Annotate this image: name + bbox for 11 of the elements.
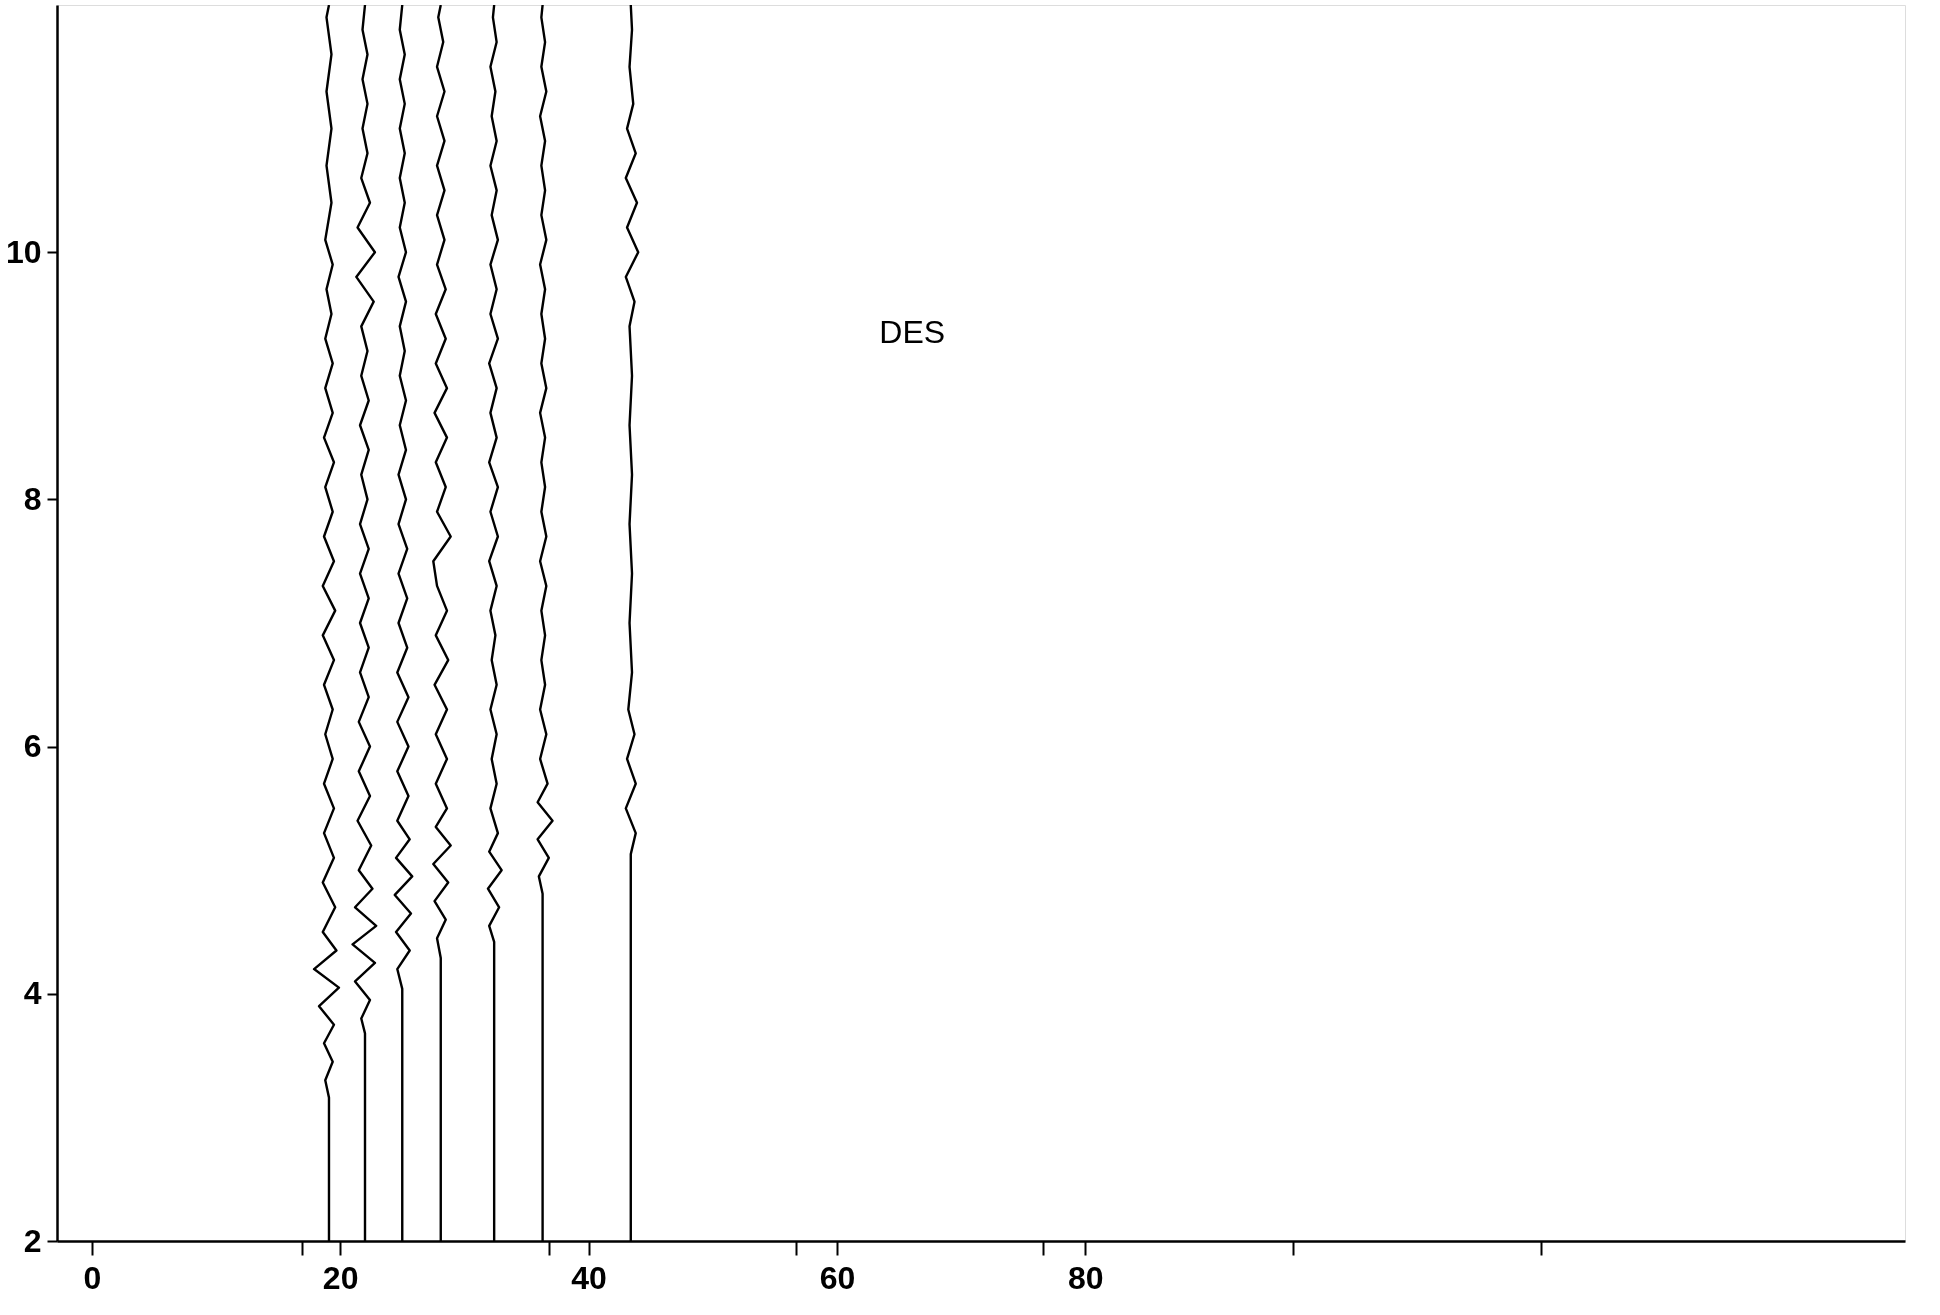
y-tick-label: 8 bbox=[23, 480, 42, 517]
y-tick-label: 6 bbox=[23, 728, 42, 765]
x-tick-label: 60 bbox=[819, 1259, 856, 1296]
y-tick-label: 2 bbox=[23, 1222, 42, 1259]
y-tick-label: 10 bbox=[5, 233, 42, 270]
y-tick-label: 4 bbox=[23, 975, 42, 1012]
x-tick-label: 0 bbox=[83, 1259, 102, 1296]
x-tick-label: 80 bbox=[1068, 1259, 1104, 1296]
annotation: DES bbox=[879, 313, 946, 350]
x-tick-label: 20 bbox=[322, 1259, 359, 1296]
x-tick-label: 40 bbox=[571, 1259, 607, 1296]
